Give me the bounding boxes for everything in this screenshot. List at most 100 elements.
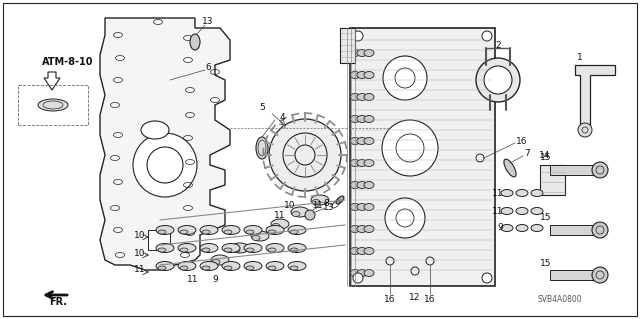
Text: 14: 14	[540, 151, 550, 160]
Ellipse shape	[516, 225, 528, 232]
Text: 16: 16	[384, 294, 396, 303]
Text: 9: 9	[497, 224, 503, 233]
Ellipse shape	[364, 182, 374, 189]
Ellipse shape	[364, 93, 374, 100]
Ellipse shape	[312, 199, 320, 204]
Text: 15: 15	[540, 258, 552, 268]
Ellipse shape	[212, 259, 220, 264]
Text: 11: 11	[312, 201, 323, 210]
Circle shape	[592, 267, 608, 283]
Text: 11: 11	[188, 276, 199, 285]
Ellipse shape	[232, 248, 240, 253]
Circle shape	[353, 273, 363, 283]
Ellipse shape	[357, 204, 367, 211]
Ellipse shape	[180, 230, 188, 234]
Ellipse shape	[178, 243, 196, 253]
Text: SVB4A0800: SVB4A0800	[538, 295, 582, 305]
Bar	[148, 230, 170, 250]
Ellipse shape	[211, 255, 229, 265]
Text: 7: 7	[524, 149, 530, 158]
Ellipse shape	[268, 266, 276, 270]
Ellipse shape	[268, 248, 276, 252]
Ellipse shape	[156, 262, 174, 271]
Ellipse shape	[357, 270, 367, 277]
Ellipse shape	[350, 49, 360, 56]
Ellipse shape	[291, 207, 309, 217]
Ellipse shape	[202, 266, 210, 270]
Bar	[350, 28, 495, 286]
Ellipse shape	[268, 230, 276, 234]
Ellipse shape	[222, 262, 240, 271]
Ellipse shape	[350, 115, 360, 122]
Ellipse shape	[180, 248, 188, 252]
Text: 4: 4	[279, 114, 285, 122]
Ellipse shape	[290, 266, 298, 270]
Ellipse shape	[516, 207, 528, 214]
Circle shape	[133, 133, 197, 197]
Text: 11: 11	[492, 189, 503, 197]
Polygon shape	[100, 18, 230, 270]
Ellipse shape	[202, 230, 210, 234]
Bar	[340, 28, 355, 63]
Ellipse shape	[350, 204, 360, 211]
Ellipse shape	[501, 189, 513, 197]
Circle shape	[476, 58, 520, 102]
Text: 5: 5	[259, 103, 265, 113]
Ellipse shape	[178, 262, 196, 271]
Ellipse shape	[364, 248, 374, 255]
Ellipse shape	[200, 243, 218, 253]
Ellipse shape	[504, 159, 516, 177]
Ellipse shape	[141, 121, 169, 139]
Text: 2: 2	[495, 41, 501, 49]
Text: 16: 16	[516, 137, 528, 145]
Text: 12: 12	[410, 293, 420, 302]
Ellipse shape	[224, 248, 232, 252]
Ellipse shape	[288, 262, 306, 271]
Circle shape	[305, 210, 315, 220]
Text: 6: 6	[205, 63, 211, 72]
Ellipse shape	[200, 262, 218, 271]
Ellipse shape	[266, 243, 284, 253]
Ellipse shape	[357, 248, 367, 255]
Text: ATM-8-10: ATM-8-10	[42, 57, 93, 67]
Circle shape	[482, 273, 492, 283]
Circle shape	[592, 162, 608, 178]
Ellipse shape	[531, 207, 543, 214]
Ellipse shape	[246, 248, 254, 252]
Circle shape	[385, 198, 425, 238]
Ellipse shape	[364, 49, 374, 56]
Ellipse shape	[501, 207, 513, 214]
Text: 15: 15	[540, 213, 552, 222]
Bar	[550, 270, 595, 280]
Ellipse shape	[364, 270, 374, 277]
Ellipse shape	[244, 262, 262, 271]
Ellipse shape	[350, 248, 360, 255]
Ellipse shape	[200, 226, 218, 234]
Ellipse shape	[350, 137, 360, 145]
Bar	[550, 165, 595, 175]
Ellipse shape	[336, 196, 344, 204]
Ellipse shape	[364, 115, 374, 122]
Ellipse shape	[357, 115, 367, 122]
Circle shape	[353, 31, 363, 41]
Text: 11: 11	[273, 211, 285, 219]
Ellipse shape	[288, 226, 306, 234]
Ellipse shape	[357, 49, 367, 56]
Text: 15: 15	[540, 153, 552, 162]
Ellipse shape	[158, 266, 166, 270]
Ellipse shape	[350, 182, 360, 189]
Ellipse shape	[290, 248, 298, 252]
Ellipse shape	[350, 93, 360, 100]
Ellipse shape	[364, 71, 374, 78]
Circle shape	[578, 123, 592, 137]
Ellipse shape	[156, 243, 174, 253]
Polygon shape	[44, 72, 60, 90]
Bar	[550, 225, 595, 235]
Text: 16: 16	[424, 294, 436, 303]
Circle shape	[592, 222, 608, 238]
Ellipse shape	[158, 248, 166, 252]
Ellipse shape	[350, 270, 360, 277]
Ellipse shape	[357, 71, 367, 78]
Ellipse shape	[292, 211, 300, 217]
Ellipse shape	[266, 226, 284, 234]
